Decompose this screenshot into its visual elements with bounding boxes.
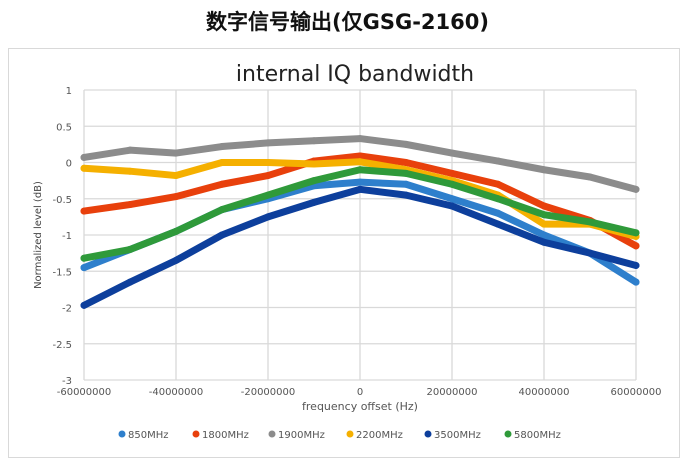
data-point xyxy=(172,256,180,264)
data-point xyxy=(632,185,640,193)
data-point xyxy=(126,146,134,154)
data-point xyxy=(356,166,364,174)
data-point xyxy=(586,173,594,181)
data-point xyxy=(126,278,134,286)
data-point xyxy=(540,238,548,246)
data-point xyxy=(172,149,180,157)
data-point xyxy=(264,159,272,166)
data-point xyxy=(448,195,456,203)
data-point xyxy=(264,139,272,147)
data-point xyxy=(80,301,88,309)
data-point xyxy=(310,198,318,206)
data-point xyxy=(172,227,180,235)
data-point xyxy=(356,152,364,160)
y-tick-label: 1 xyxy=(66,86,72,97)
chart-title: internal IQ bandwidth xyxy=(236,62,474,87)
x-tick-label: 20000000 xyxy=(427,387,478,398)
y-tick-label: -1 xyxy=(62,231,72,242)
legend-label: 3500MHz xyxy=(434,430,481,441)
data-point xyxy=(494,195,502,203)
data-point xyxy=(540,231,548,239)
data-point xyxy=(126,201,134,209)
data-point xyxy=(310,177,318,185)
data-point xyxy=(126,246,134,253)
data-point xyxy=(402,180,410,188)
x-tick-label: -40000000 xyxy=(149,387,204,398)
data-point xyxy=(218,206,226,214)
data-point xyxy=(402,159,410,166)
data-point xyxy=(632,229,640,237)
data-point xyxy=(540,202,548,210)
data-point xyxy=(448,202,456,210)
data-point xyxy=(402,169,410,177)
y-tick-label: 0.5 xyxy=(56,122,72,133)
data-point xyxy=(540,166,548,174)
data-point xyxy=(80,207,88,215)
data-point xyxy=(172,193,180,201)
data-point xyxy=(80,164,88,172)
page-title: 数字信号输出(仅GSG-2160) xyxy=(206,10,489,34)
data-point xyxy=(264,191,272,199)
legend-label: 850MHz xyxy=(128,430,168,441)
data-point xyxy=(264,213,272,221)
data-point xyxy=(218,143,226,151)
legend-marker xyxy=(346,430,354,438)
data-point xyxy=(356,135,364,143)
data-point xyxy=(80,254,88,262)
y-tick-label: 0 xyxy=(66,159,72,170)
data-point xyxy=(586,218,594,226)
data-point xyxy=(310,137,318,145)
data-point xyxy=(632,278,640,286)
data-point xyxy=(540,211,548,219)
data-point xyxy=(632,261,640,269)
data-point xyxy=(356,185,364,193)
legend-marker xyxy=(424,430,432,438)
x-tick-label: -20000000 xyxy=(241,387,296,398)
y-tick-label: -0.5 xyxy=(52,195,72,206)
x-tick-label: -60000000 xyxy=(57,387,112,398)
y-tick-label: -2 xyxy=(62,304,72,315)
data-point xyxy=(310,160,318,168)
data-point xyxy=(494,180,502,188)
legend-marker xyxy=(118,430,126,438)
data-point xyxy=(402,191,410,199)
data-point xyxy=(218,180,226,188)
legend-label: 1800MHz xyxy=(202,430,249,441)
data-point xyxy=(494,220,502,228)
data-point xyxy=(356,158,364,166)
data-point xyxy=(494,209,502,217)
data-point xyxy=(494,157,502,165)
y-tick-label: -3 xyxy=(62,376,72,387)
x-axis-label: frequency offset (Hz) xyxy=(302,400,418,413)
data-point xyxy=(172,172,180,180)
x-tick-label: 40000000 xyxy=(519,387,570,398)
data-point xyxy=(448,180,456,188)
data-point xyxy=(218,159,226,166)
legend-label: 1900MHz xyxy=(278,430,325,441)
data-point xyxy=(218,231,226,239)
data-point xyxy=(264,172,272,180)
data-point xyxy=(586,249,594,257)
x-tick-label: 60000000 xyxy=(611,387,662,398)
data-point xyxy=(448,149,456,157)
data-point xyxy=(540,220,548,228)
y-tick-label: -1.5 xyxy=(52,267,72,278)
legend-marker xyxy=(192,430,200,438)
y-axis-label: Normalized level (dB) xyxy=(33,181,44,289)
data-point xyxy=(632,242,640,250)
data-point xyxy=(356,178,364,186)
legend-marker xyxy=(268,430,276,438)
data-point xyxy=(126,167,134,175)
legend-label: 2200MHz xyxy=(356,430,403,441)
x-tick-label: 0 xyxy=(357,387,363,398)
y-tick-label: -2.5 xyxy=(52,340,72,351)
data-point xyxy=(448,169,456,177)
data-point xyxy=(80,264,88,272)
data-point xyxy=(402,140,410,148)
legend-label: 5800MHz xyxy=(514,430,561,441)
data-point xyxy=(80,153,88,161)
legend-marker xyxy=(504,430,512,438)
